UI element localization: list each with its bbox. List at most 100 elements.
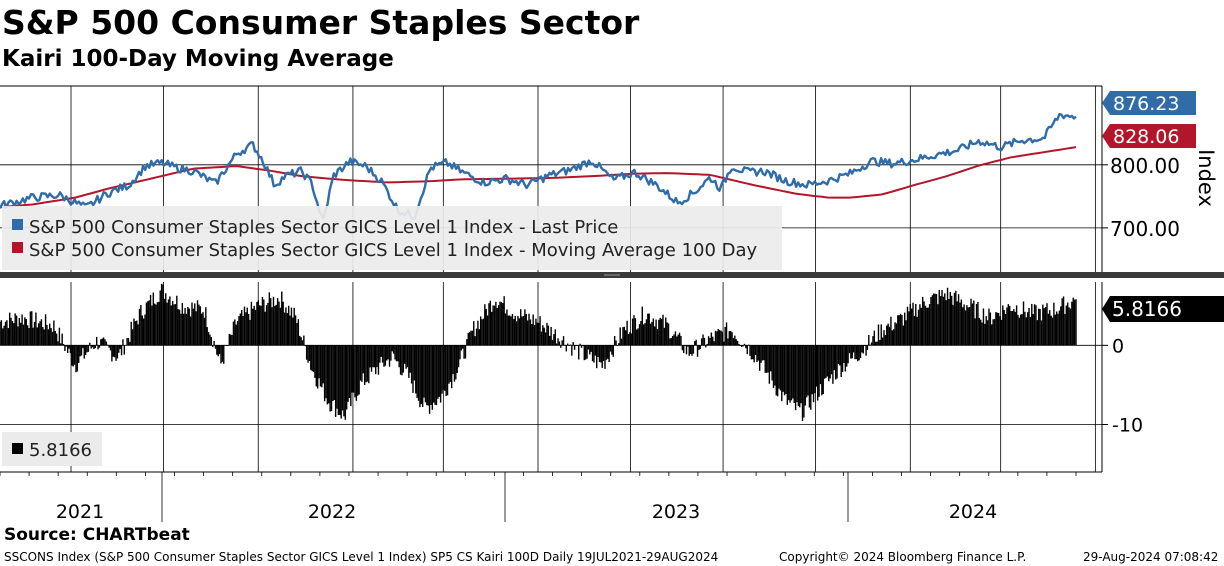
kairi-bar — [659, 317, 661, 346]
kairi-bar — [774, 345, 776, 386]
kairi-bar — [872, 336, 874, 346]
kairi-bar — [54, 331, 56, 346]
kairi-bar — [921, 296, 924, 346]
kairi-bar — [1073, 299, 1076, 346]
kairi-bar — [729, 331, 732, 346]
kairi-bar — [975, 303, 978, 346]
kairi-bar — [144, 314, 146, 346]
kairi-bar — [388, 345, 391, 367]
kairi-bar — [326, 345, 329, 405]
kairi-bar — [163, 298, 166, 346]
kairi-bar — [462, 345, 464, 349]
kairi-bar — [369, 345, 371, 368]
kairi-bar — [566, 343, 569, 346]
kairi-bar — [118, 345, 120, 353]
kairi-bar — [202, 312, 204, 346]
kairi-bar — [263, 299, 265, 346]
kairi-bar — [520, 309, 522, 346]
kairi-bar — [423, 345, 425, 398]
kairi-bar — [855, 345, 858, 360]
kairi-bar — [116, 345, 119, 359]
kairi-bar — [130, 321, 132, 346]
kairi-bar — [850, 345, 852, 359]
kairi-bar — [991, 324, 993, 346]
kairi-bar — [276, 298, 279, 346]
kairi-bar — [142, 318, 145, 346]
kairi-bar — [39, 321, 41, 346]
kairi-bar — [573, 345, 576, 350]
kairi-bar — [920, 307, 922, 346]
kairi-bar — [876, 341, 878, 346]
kairi-bar — [152, 292, 155, 346]
kairi-bar — [212, 345, 214, 348]
kairi-bar — [681, 345, 684, 351]
kairi-bar — [734, 335, 736, 346]
kairi-bar — [1007, 304, 1010, 346]
kairi-bar — [254, 309, 257, 346]
kairi-bar — [380, 345, 382, 357]
kairi-bar — [560, 345, 562, 348]
kairi-bar — [676, 336, 678, 346]
kairi-bar — [926, 307, 928, 346]
kairi-bar — [1062, 296, 1065, 346]
kairi-bar — [488, 303, 490, 346]
kairi-bar — [165, 293, 167, 346]
kairi-bar — [497, 305, 500, 346]
kairi-bar — [199, 306, 201, 346]
kairi-bar — [916, 316, 918, 346]
kairi-bar — [100, 339, 102, 346]
kairi-bar — [576, 345, 579, 346]
kairi-bar — [678, 332, 681, 346]
kairi-bar — [584, 345, 587, 360]
kairi-bar — [140, 305, 142, 346]
kairi-bar — [955, 290, 957, 346]
kairi-bar — [404, 345, 406, 364]
kairi-bar — [536, 322, 539, 346]
kairi-bar — [242, 316, 244, 346]
kairi-bar — [768, 345, 771, 384]
kairi-bar — [169, 296, 171, 346]
kairi-bar — [231, 334, 233, 346]
kairi-bar — [162, 284, 164, 346]
kairi-bar — [817, 345, 819, 401]
kairi-bar — [1075, 299, 1077, 346]
kairi-bar — [209, 334, 211, 346]
kairi-bar — [316, 345, 319, 389]
kairi-bar — [321, 345, 323, 388]
kairi-bar — [167, 299, 170, 346]
kairi-bar — [191, 302, 193, 346]
kairi-bar — [247, 313, 250, 346]
kairi-bar — [223, 345, 225, 364]
kairi-bar — [841, 345, 844, 373]
kairi-bar — [948, 298, 950, 346]
kairi-bar — [873, 330, 876, 346]
kairi-bar — [131, 329, 134, 346]
kairi-bar — [767, 345, 769, 373]
kairi-bar — [981, 322, 983, 346]
kairi-bar — [964, 310, 967, 346]
kairi-bar — [804, 345, 806, 406]
kairi-bar — [318, 345, 320, 379]
kairi-bar — [361, 345, 363, 382]
kairi-bar — [234, 319, 236, 346]
kairi-bar — [229, 334, 232, 346]
kairi-bar — [287, 305, 290, 346]
kairi-bar — [365, 345, 367, 383]
kairi-bar — [44, 314, 47, 346]
kairi-bar — [688, 345, 690, 356]
kairi-bar — [203, 317, 206, 346]
kairi-bar — [319, 345, 322, 387]
kairi-bar — [300, 337, 302, 346]
kairi-bar — [486, 315, 489, 346]
chart-subtitle: Kairi 100-Day Moving Average — [2, 46, 394, 72]
kairi-bar — [428, 345, 431, 414]
kairi-bar — [554, 329, 556, 346]
kairi-bar — [138, 308, 141, 346]
kairi-bar — [437, 345, 439, 399]
kairi-bar — [308, 345, 311, 361]
kairi-bar — [148, 300, 150, 346]
kairi-bar — [859, 345, 862, 358]
kairi-bar — [225, 345, 228, 347]
kairi-bar — [177, 309, 179, 346]
kairi-bar — [583, 345, 585, 361]
